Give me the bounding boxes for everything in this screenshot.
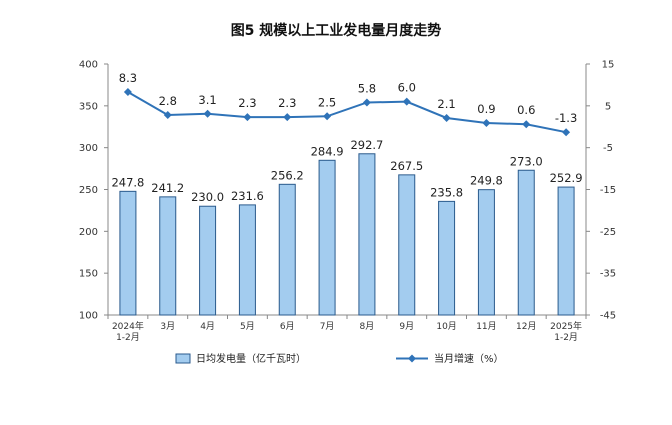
legend-line-label: 当月增速（%）: [434, 352, 504, 365]
line-value-label: 2.5: [318, 95, 336, 109]
x-tick-label: 12月: [516, 321, 536, 332]
x-tick-label: 1-2月: [116, 332, 140, 343]
bar: [199, 205, 217, 316]
line-value-label: 5.8: [358, 81, 376, 95]
y-left-tick-label: 350: [79, 101, 98, 112]
bar: [398, 174, 416, 316]
line-point: [203, 109, 212, 118]
line-point: [362, 98, 371, 107]
x-tick-label: 8月: [360, 321, 375, 332]
line-point: [442, 113, 451, 122]
bar-value-label: 292.7: [350, 138, 383, 152]
line-value-label: 0.6: [517, 103, 535, 117]
bar: [438, 200, 456, 316]
x-tick-label: 1-2月: [554, 332, 578, 343]
x-tick-label: 10月: [436, 321, 456, 332]
line-value-label: 2.3: [238, 96, 256, 110]
line-value-label: 0.9: [477, 102, 495, 116]
x-tick-label: 5月: [240, 321, 255, 332]
line-point: [123, 88, 132, 97]
y-right-tick-label: -15: [600, 185, 616, 196]
bar-value-label: 252.9: [550, 171, 583, 185]
bar: [278, 183, 296, 316]
line-point: [283, 113, 292, 122]
x-tick-label: 9月: [399, 321, 414, 332]
x-tick-label: 3月: [160, 321, 175, 332]
x-tick-label: 6月: [280, 321, 295, 332]
x-tick-label: 11月: [476, 321, 496, 332]
bar: [358, 153, 376, 316]
x-tick-label: 4月: [200, 321, 215, 332]
bar-value-label: 256.2: [271, 168, 304, 182]
bar-value-label: 267.5: [390, 159, 423, 173]
y-left-tick-label: 250: [79, 185, 98, 196]
x-tick-label: 2024年: [112, 320, 144, 332]
chart-title: 图5 规模以上工业发电量月度走势: [231, 22, 442, 39]
line-value-label: 6.0: [398, 81, 416, 95]
y-right-tick-label: 15: [602, 60, 615, 71]
bar-value-label: 241.2: [151, 181, 184, 195]
line-value-label: 8.3: [119, 71, 137, 85]
line-value-label: -1.3: [555, 111, 577, 125]
line-point: [522, 120, 531, 129]
y-left-tick-label: 150: [79, 269, 98, 280]
bar-value-label: 249.8: [470, 174, 503, 188]
bar: [477, 189, 495, 316]
bar-value-label: 231.6: [231, 189, 264, 203]
line-point: [402, 97, 411, 106]
bar-value-label: 284.9: [311, 144, 344, 158]
bar-value-label: 247.8: [111, 175, 144, 189]
y-left-tick-label: 100: [79, 311, 98, 322]
bar: [557, 186, 575, 316]
line-value-label: 2.3: [278, 96, 296, 110]
y-right-tick-label: -25: [600, 227, 616, 238]
bar: [119, 190, 137, 316]
bar-value-label: 230.0: [191, 190, 224, 204]
line-value-label: 3.1: [198, 93, 216, 107]
y-right-tick-label: -5: [603, 143, 613, 154]
legend-bar-swatch: [175, 353, 191, 364]
legend-bar-label: 日均发电量（亿千瓦时）: [196, 352, 306, 365]
y-right-tick-label: 5: [605, 101, 611, 112]
y-left-tick-label: 200: [79, 227, 98, 238]
line-value-label: 2.1: [437, 97, 455, 111]
bar: [318, 159, 336, 316]
bar-value-label: 273.0: [510, 154, 543, 168]
line-point: [562, 128, 571, 137]
bar: [159, 196, 177, 316]
y-right-tick-label: -35: [600, 269, 616, 280]
legend-line-marker: [408, 354, 416, 363]
line-point: [482, 118, 491, 127]
y-left-tick-label: 300: [79, 143, 98, 154]
line-value-label: 2.8: [159, 94, 177, 108]
x-tick-label: 2025年: [550, 320, 582, 332]
growth-line: [127, 91, 567, 134]
bar-value-label: 235.8: [430, 185, 463, 199]
x-tick-label: 7月: [320, 321, 335, 332]
bar: [517, 169, 535, 316]
line-point: [243, 113, 252, 122]
bar: [238, 204, 256, 316]
y-left-tick-label: 400: [79, 60, 98, 71]
line-point: [323, 112, 332, 121]
y-right-tick-label: -45: [600, 311, 616, 322]
line-point: [163, 111, 172, 120]
